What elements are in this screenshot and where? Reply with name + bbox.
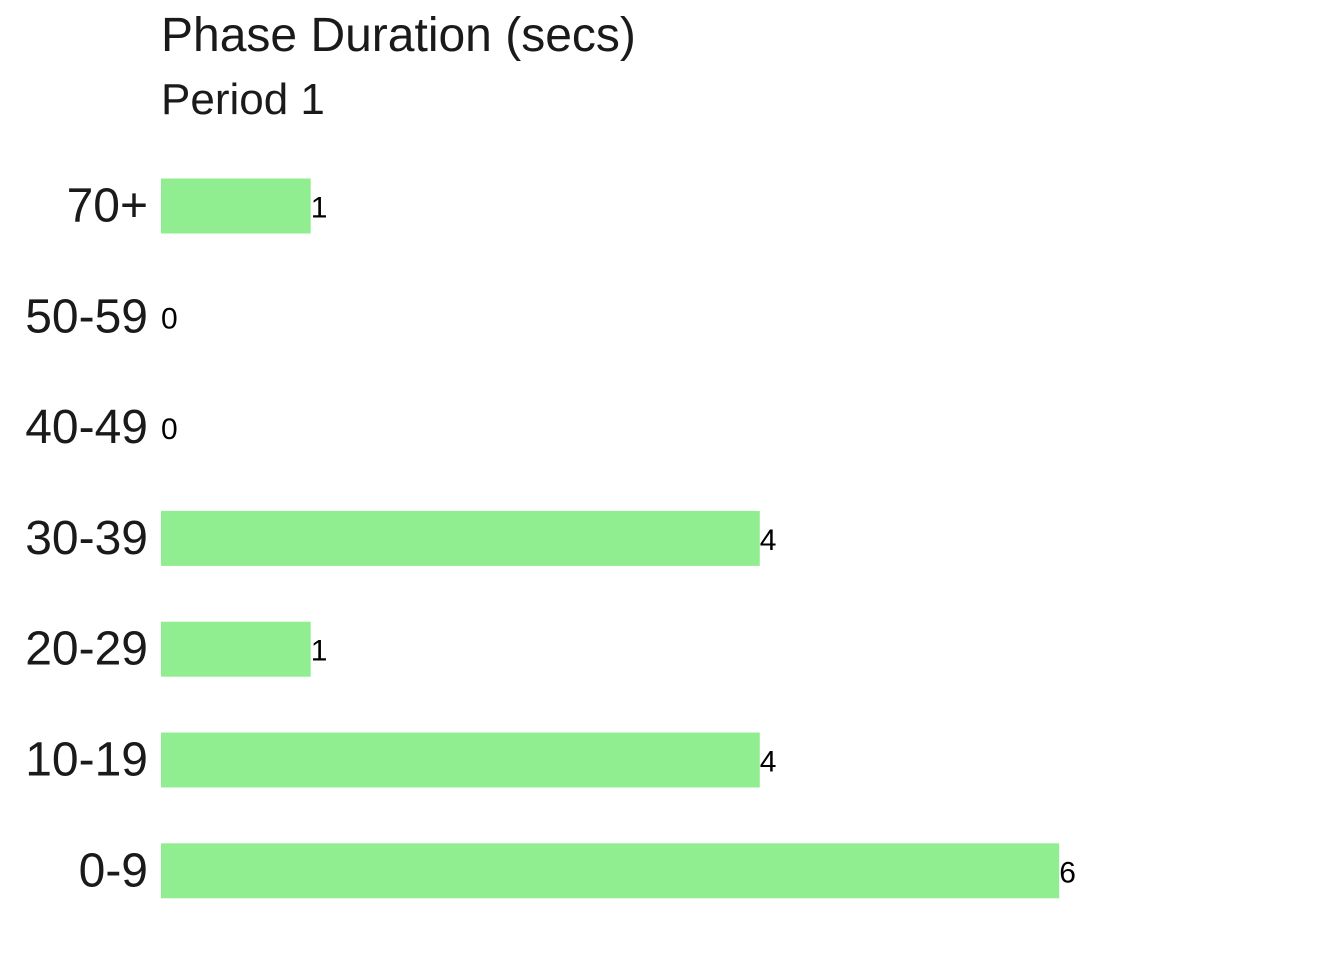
category-label: 70+ bbox=[67, 180, 148, 233]
bar bbox=[161, 621, 311, 677]
data-label: 1 bbox=[311, 192, 328, 225]
category-label: 50-59 bbox=[25, 290, 148, 343]
bar bbox=[161, 732, 760, 788]
bar bbox=[161, 510, 760, 566]
category-label: 10-19 bbox=[25, 734, 148, 787]
chart-title: Phase Duration (secs) bbox=[161, 9, 636, 62]
data-label: 4 bbox=[760, 746, 777, 779]
bars-layer bbox=[161, 178, 1060, 899]
chart-subtitle: Period 1 bbox=[161, 75, 325, 124]
data-label: 0 bbox=[161, 413, 178, 446]
bar bbox=[161, 178, 311, 234]
data-label: 0 bbox=[161, 302, 178, 335]
category-label: 40-49 bbox=[25, 401, 148, 454]
data-label: 1 bbox=[311, 635, 328, 668]
category-label: 20-29 bbox=[25, 623, 148, 676]
data-label: 6 bbox=[1059, 856, 1076, 889]
category-label: 30-39 bbox=[25, 512, 148, 565]
category-label: 0-9 bbox=[79, 844, 148, 897]
data-label: 4 bbox=[760, 524, 777, 557]
labels-layer: 70+ 1 50-59 0 40-49 0 30-39 4 20-29 1 10-19 4 0-9 6 bbox=[25, 180, 1076, 898]
bar bbox=[161, 843, 1060, 899]
